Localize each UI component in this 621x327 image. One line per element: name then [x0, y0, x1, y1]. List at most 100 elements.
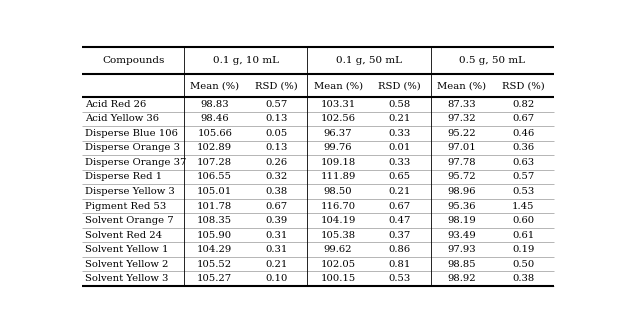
- Text: 0.13: 0.13: [265, 144, 288, 152]
- Text: 107.28: 107.28: [197, 158, 232, 167]
- Text: Disperse Yellow 3: Disperse Yellow 3: [85, 187, 175, 196]
- Text: Disperse Red 1: Disperse Red 1: [85, 172, 163, 181]
- Text: Disperse Orange 37: Disperse Orange 37: [85, 158, 187, 167]
- Text: 1.45: 1.45: [512, 201, 535, 211]
- Text: 0.5 g, 50 mL: 0.5 g, 50 mL: [460, 56, 525, 65]
- Text: 106.55: 106.55: [197, 172, 232, 181]
- Text: 0.65: 0.65: [389, 172, 411, 181]
- Text: 0.05: 0.05: [265, 129, 288, 138]
- Text: 0.67: 0.67: [512, 114, 534, 123]
- Text: 95.36: 95.36: [447, 201, 476, 211]
- Text: 105.66: 105.66: [197, 129, 232, 138]
- Text: 102.05: 102.05: [320, 260, 356, 269]
- Text: Solvent Yellow 1: Solvent Yellow 1: [85, 245, 169, 254]
- Text: 0.58: 0.58: [389, 100, 411, 109]
- Text: Solvent Yellow 2: Solvent Yellow 2: [85, 260, 169, 269]
- Text: 0.31: 0.31: [265, 245, 288, 254]
- Text: Mean (%): Mean (%): [190, 81, 239, 90]
- Text: 102.89: 102.89: [197, 144, 232, 152]
- Text: 0.13: 0.13: [265, 114, 288, 123]
- Text: 0.21: 0.21: [389, 187, 411, 196]
- Text: 0.38: 0.38: [265, 187, 288, 196]
- Text: Solvent Yellow 3: Solvent Yellow 3: [85, 274, 169, 283]
- Text: 0.53: 0.53: [389, 274, 411, 283]
- Text: Disperse Orange 3: Disperse Orange 3: [85, 144, 180, 152]
- Text: 116.70: 116.70: [320, 201, 356, 211]
- Text: 100.15: 100.15: [320, 274, 356, 283]
- Text: 104.29: 104.29: [197, 245, 232, 254]
- Text: 0.1 g, 10 mL: 0.1 g, 10 mL: [212, 56, 279, 65]
- Text: Pigment Red 53: Pigment Red 53: [85, 201, 166, 211]
- Text: RSD (%): RSD (%): [255, 81, 298, 90]
- Text: 0.57: 0.57: [512, 172, 534, 181]
- Text: 0.57: 0.57: [265, 100, 288, 109]
- Text: 0.33: 0.33: [389, 129, 411, 138]
- Text: 105.01: 105.01: [197, 187, 232, 196]
- Text: 0.81: 0.81: [389, 260, 411, 269]
- Text: 105.38: 105.38: [320, 231, 356, 240]
- Text: 103.31: 103.31: [320, 100, 356, 109]
- Text: Acid Yellow 36: Acid Yellow 36: [85, 114, 160, 123]
- Text: 0.39: 0.39: [265, 216, 288, 225]
- Text: 0.50: 0.50: [512, 260, 534, 269]
- Text: 97.01: 97.01: [447, 144, 476, 152]
- Text: RSD (%): RSD (%): [378, 81, 421, 90]
- Text: 0.38: 0.38: [512, 274, 534, 283]
- Text: 111.89: 111.89: [320, 172, 356, 181]
- Text: 97.93: 97.93: [447, 245, 476, 254]
- Text: 0.60: 0.60: [512, 216, 534, 225]
- Text: 0.21: 0.21: [265, 260, 288, 269]
- Text: 0.31: 0.31: [265, 231, 288, 240]
- Text: 0.33: 0.33: [389, 158, 411, 167]
- Text: Disperse Blue 106: Disperse Blue 106: [85, 129, 178, 138]
- Text: 109.18: 109.18: [320, 158, 356, 167]
- Text: Solvent Orange 7: Solvent Orange 7: [85, 216, 174, 225]
- Text: Acid Red 26: Acid Red 26: [85, 100, 147, 109]
- Text: 104.19: 104.19: [320, 216, 356, 225]
- Text: 98.19: 98.19: [447, 216, 476, 225]
- Text: 0.63: 0.63: [512, 158, 534, 167]
- Text: 0.36: 0.36: [512, 144, 534, 152]
- Text: 0.67: 0.67: [389, 201, 411, 211]
- Text: Mean (%): Mean (%): [437, 81, 486, 90]
- Text: 105.52: 105.52: [197, 260, 232, 269]
- Text: 98.92: 98.92: [447, 274, 476, 283]
- Text: Mean (%): Mean (%): [314, 81, 363, 90]
- Text: 0.61: 0.61: [512, 231, 534, 240]
- Text: 0.32: 0.32: [265, 172, 288, 181]
- Text: 99.76: 99.76: [324, 144, 352, 152]
- Text: 97.78: 97.78: [447, 158, 476, 167]
- Text: 0.37: 0.37: [389, 231, 411, 240]
- Text: 98.85: 98.85: [447, 260, 476, 269]
- Text: 0.01: 0.01: [389, 144, 411, 152]
- Text: 87.33: 87.33: [447, 100, 476, 109]
- Text: 0.1 g, 50 mL: 0.1 g, 50 mL: [336, 56, 402, 65]
- Text: 0.19: 0.19: [512, 245, 535, 254]
- Text: 101.78: 101.78: [197, 201, 232, 211]
- Text: 0.53: 0.53: [512, 187, 534, 196]
- Text: 105.27: 105.27: [197, 274, 232, 283]
- Text: 95.72: 95.72: [447, 172, 476, 181]
- Text: 102.56: 102.56: [320, 114, 356, 123]
- Text: 0.21: 0.21: [389, 114, 411, 123]
- Text: 0.10: 0.10: [265, 274, 288, 283]
- Text: 95.22: 95.22: [447, 129, 476, 138]
- Text: 93.49: 93.49: [447, 231, 476, 240]
- Text: Compounds: Compounds: [102, 56, 165, 65]
- Text: RSD (%): RSD (%): [502, 81, 545, 90]
- Text: 108.35: 108.35: [197, 216, 232, 225]
- Text: 98.46: 98.46: [201, 114, 229, 123]
- Text: 98.83: 98.83: [201, 100, 229, 109]
- Text: 0.47: 0.47: [389, 216, 411, 225]
- Text: 96.37: 96.37: [324, 129, 352, 138]
- Text: 0.86: 0.86: [389, 245, 411, 254]
- Text: 98.50: 98.50: [324, 187, 353, 196]
- Text: 98.96: 98.96: [447, 187, 476, 196]
- Text: 0.67: 0.67: [265, 201, 288, 211]
- Text: 97.32: 97.32: [447, 114, 476, 123]
- Text: 0.26: 0.26: [265, 158, 288, 167]
- Text: 0.82: 0.82: [512, 100, 534, 109]
- Text: 99.62: 99.62: [324, 245, 352, 254]
- Text: 0.46: 0.46: [512, 129, 534, 138]
- Text: 105.90: 105.90: [197, 231, 232, 240]
